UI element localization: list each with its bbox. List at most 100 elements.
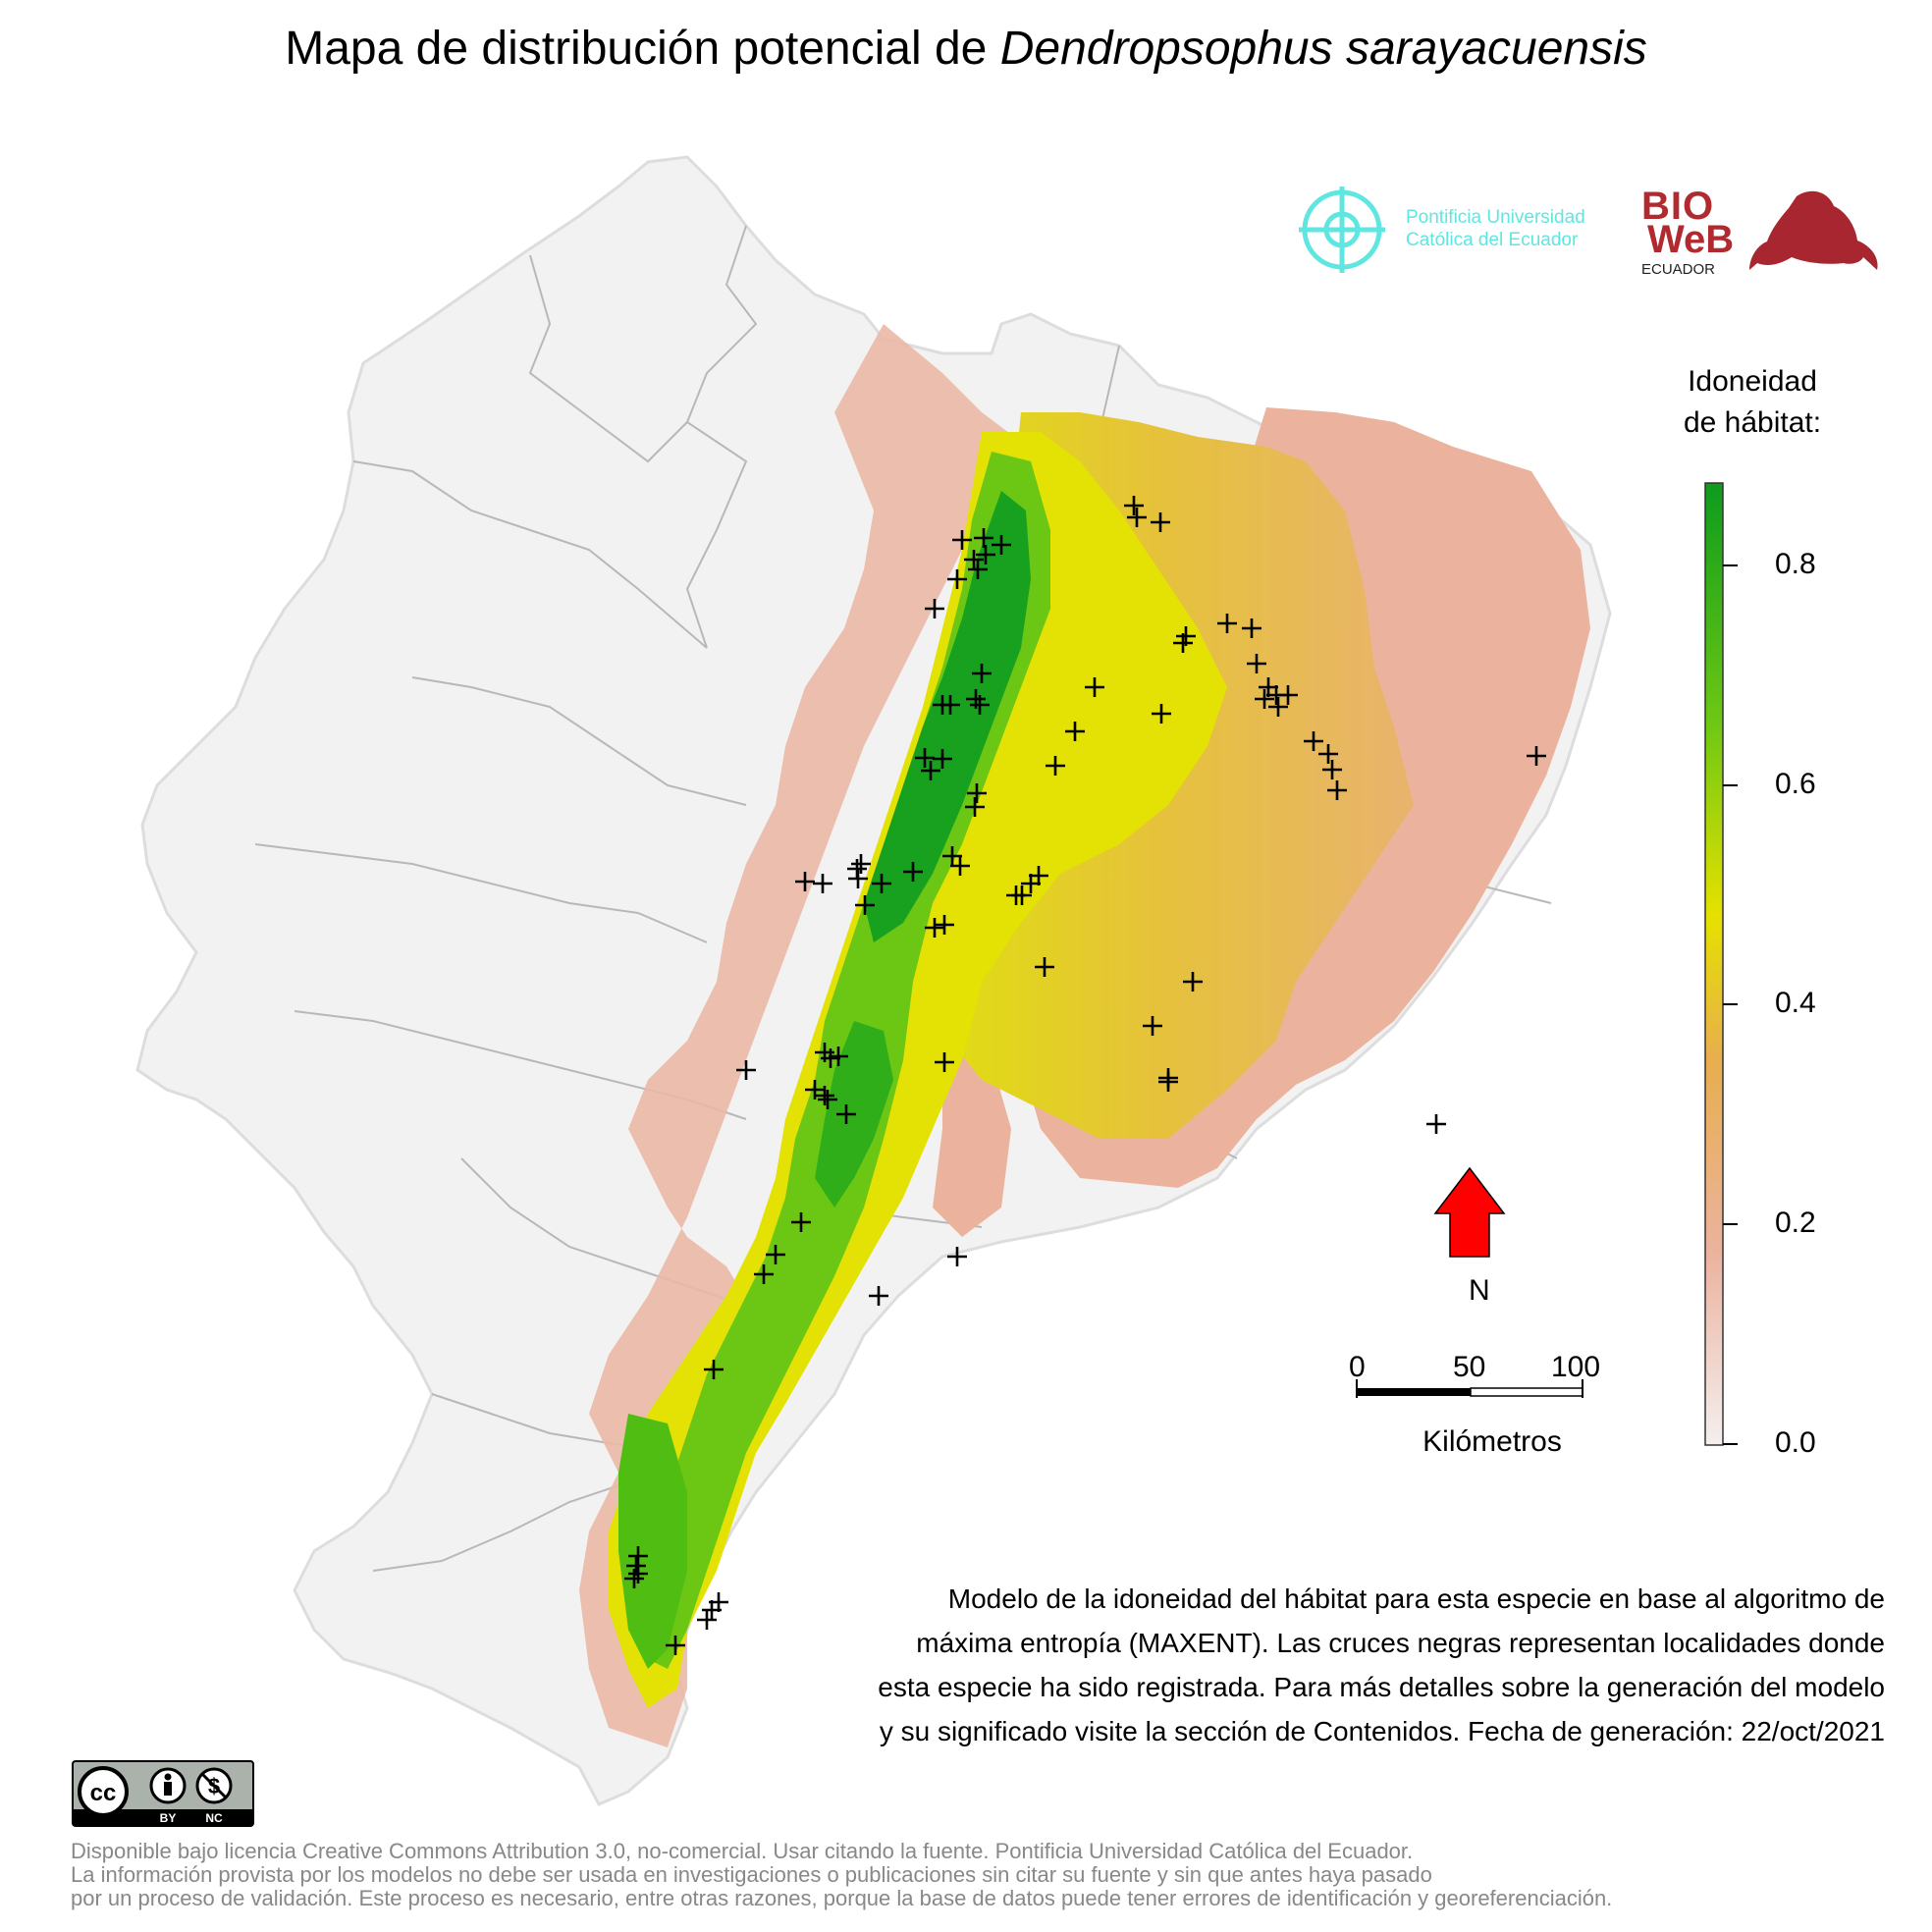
record-cross (1217, 614, 1237, 633)
record-cross (791, 1212, 811, 1232)
record-cross (935, 1052, 954, 1072)
bioweb-line-2: WeB (1647, 218, 1735, 261)
description-line: Modelo de la idoneidad del hábitat para … (947, 1583, 1885, 1614)
record-cross (974, 528, 993, 548)
description-line: máxima entropía (MAXENT). Las cruces neg… (916, 1628, 1885, 1658)
record-cross (1426, 1114, 1446, 1134)
record-cross (626, 1556, 646, 1576)
record-cross (1152, 704, 1171, 724)
puce-logo-text: Pontificia Universidad Católica del Ecua… (1406, 206, 1585, 251)
scale-label: 0 (1349, 1351, 1366, 1383)
cc-license-badge: cc $ BY NC (72, 1760, 254, 1827)
record-cross (915, 748, 935, 768)
record-cross (1143, 1016, 1162, 1036)
record-cross (666, 1636, 685, 1655)
license-line: por un proceso de validación. Este proce… (71, 1886, 1613, 1910)
record-cross (1278, 685, 1298, 705)
record-cross (940, 695, 960, 715)
record-cross (1035, 957, 1054, 977)
record-cross (1242, 618, 1261, 638)
record-cross (1255, 689, 1274, 709)
record-cross (855, 895, 875, 915)
record-cross (813, 874, 832, 893)
puce-line-1: Pontificia Universidad (1406, 207, 1585, 228)
legend-tick-label: 0.2 (1775, 1207, 1816, 1239)
record-cross (965, 797, 985, 817)
record-cross (921, 761, 940, 780)
record-cross (1259, 677, 1278, 697)
record-cross (836, 1104, 856, 1124)
puce-line-2: Católica del Ecuador (1406, 230, 1579, 250)
record-cross (624, 1569, 644, 1588)
record-cross (1012, 886, 1032, 905)
record-cross (1318, 744, 1338, 764)
record-cross (821, 1048, 840, 1068)
record-cross (736, 1060, 756, 1080)
record-cross (851, 854, 871, 874)
record-cross (942, 846, 962, 866)
bioweb-line-1: BIO (1641, 185, 1715, 228)
record-cross (925, 918, 944, 938)
record-cross (950, 856, 970, 876)
frog-icon (1749, 190, 1878, 270)
record-cross (1527, 746, 1546, 766)
legend-tick-label: 0.0 (1775, 1426, 1816, 1459)
record-cross (1247, 654, 1266, 673)
record-cross (1158, 1072, 1178, 1092)
record-cross (697, 1610, 717, 1630)
scale-bar (1356, 1379, 1583, 1398)
record-cross (1304, 731, 1323, 751)
puce-logo-icon (1299, 187, 1385, 273)
record-cross (925, 599, 944, 618)
record-cross (1029, 866, 1048, 886)
record-cross (1176, 626, 1196, 646)
puce-logo: Pontificia Universidad Católica del Ecua… (1314, 185, 1647, 279)
license-text: Disponible bajo licencia Creative Common… (71, 1840, 1612, 1910)
legend-title-line-1: Idoneidad (1688, 365, 1817, 398)
svg-text:cc: cc (90, 1780, 117, 1806)
legend-tick-label: 0.4 (1775, 987, 1816, 1019)
record-cross (1046, 756, 1065, 776)
record-cross (848, 869, 868, 888)
record-cross (795, 872, 815, 891)
license-line: La información provista por los modelos … (71, 1862, 1432, 1887)
scale-label: 100 (1551, 1351, 1601, 1383)
record-cross (967, 783, 987, 803)
record-cross (935, 915, 954, 935)
bioweb-logo: BIO WeB ECUADOR (1641, 185, 1897, 287)
record-crosses (624, 496, 1546, 1655)
cc-by-label: BY (160, 1811, 177, 1825)
title-species: Dendropsophus sarayacuensis (999, 23, 1647, 75)
record-cross (1085, 677, 1104, 697)
legend-tick-label: 0.6 (1775, 768, 1816, 800)
record-cross (976, 545, 995, 564)
record-cross (964, 550, 984, 569)
record-cross (903, 862, 923, 882)
record-cross (1327, 780, 1347, 800)
record-cross (1322, 760, 1342, 779)
habitat-suitability (579, 324, 1590, 1747)
description-line: y su significado visite la sección de Co… (879, 1716, 1885, 1746)
bioweb-line-3: ECUADOR (1641, 261, 1716, 278)
record-cross (818, 1090, 837, 1109)
record-cross (869, 1286, 888, 1306)
record-cross (972, 664, 992, 683)
record-cross (1268, 697, 1288, 717)
record-cross (968, 560, 988, 579)
record-cross (704, 1360, 724, 1379)
north-arrow-icon (1433, 1166, 1506, 1258)
record-cross (952, 530, 972, 550)
record-cross (1065, 722, 1085, 741)
record-cross (947, 1247, 967, 1266)
record-cross (754, 1264, 774, 1284)
record-cross (829, 1046, 848, 1066)
record-cross (970, 695, 990, 715)
scale-unit: Kilómetros (1422, 1425, 1562, 1458)
record-cross (628, 1564, 648, 1583)
record-cross (872, 874, 891, 893)
license-line: Disponible bajo licencia Creative Common… (71, 1839, 1414, 1863)
legend-tick-label: 0.8 (1775, 548, 1816, 580)
north-label: N (1469, 1274, 1490, 1307)
legend-title-line-2: de hábitat: (1683, 406, 1822, 439)
record-cross (815, 1086, 834, 1105)
